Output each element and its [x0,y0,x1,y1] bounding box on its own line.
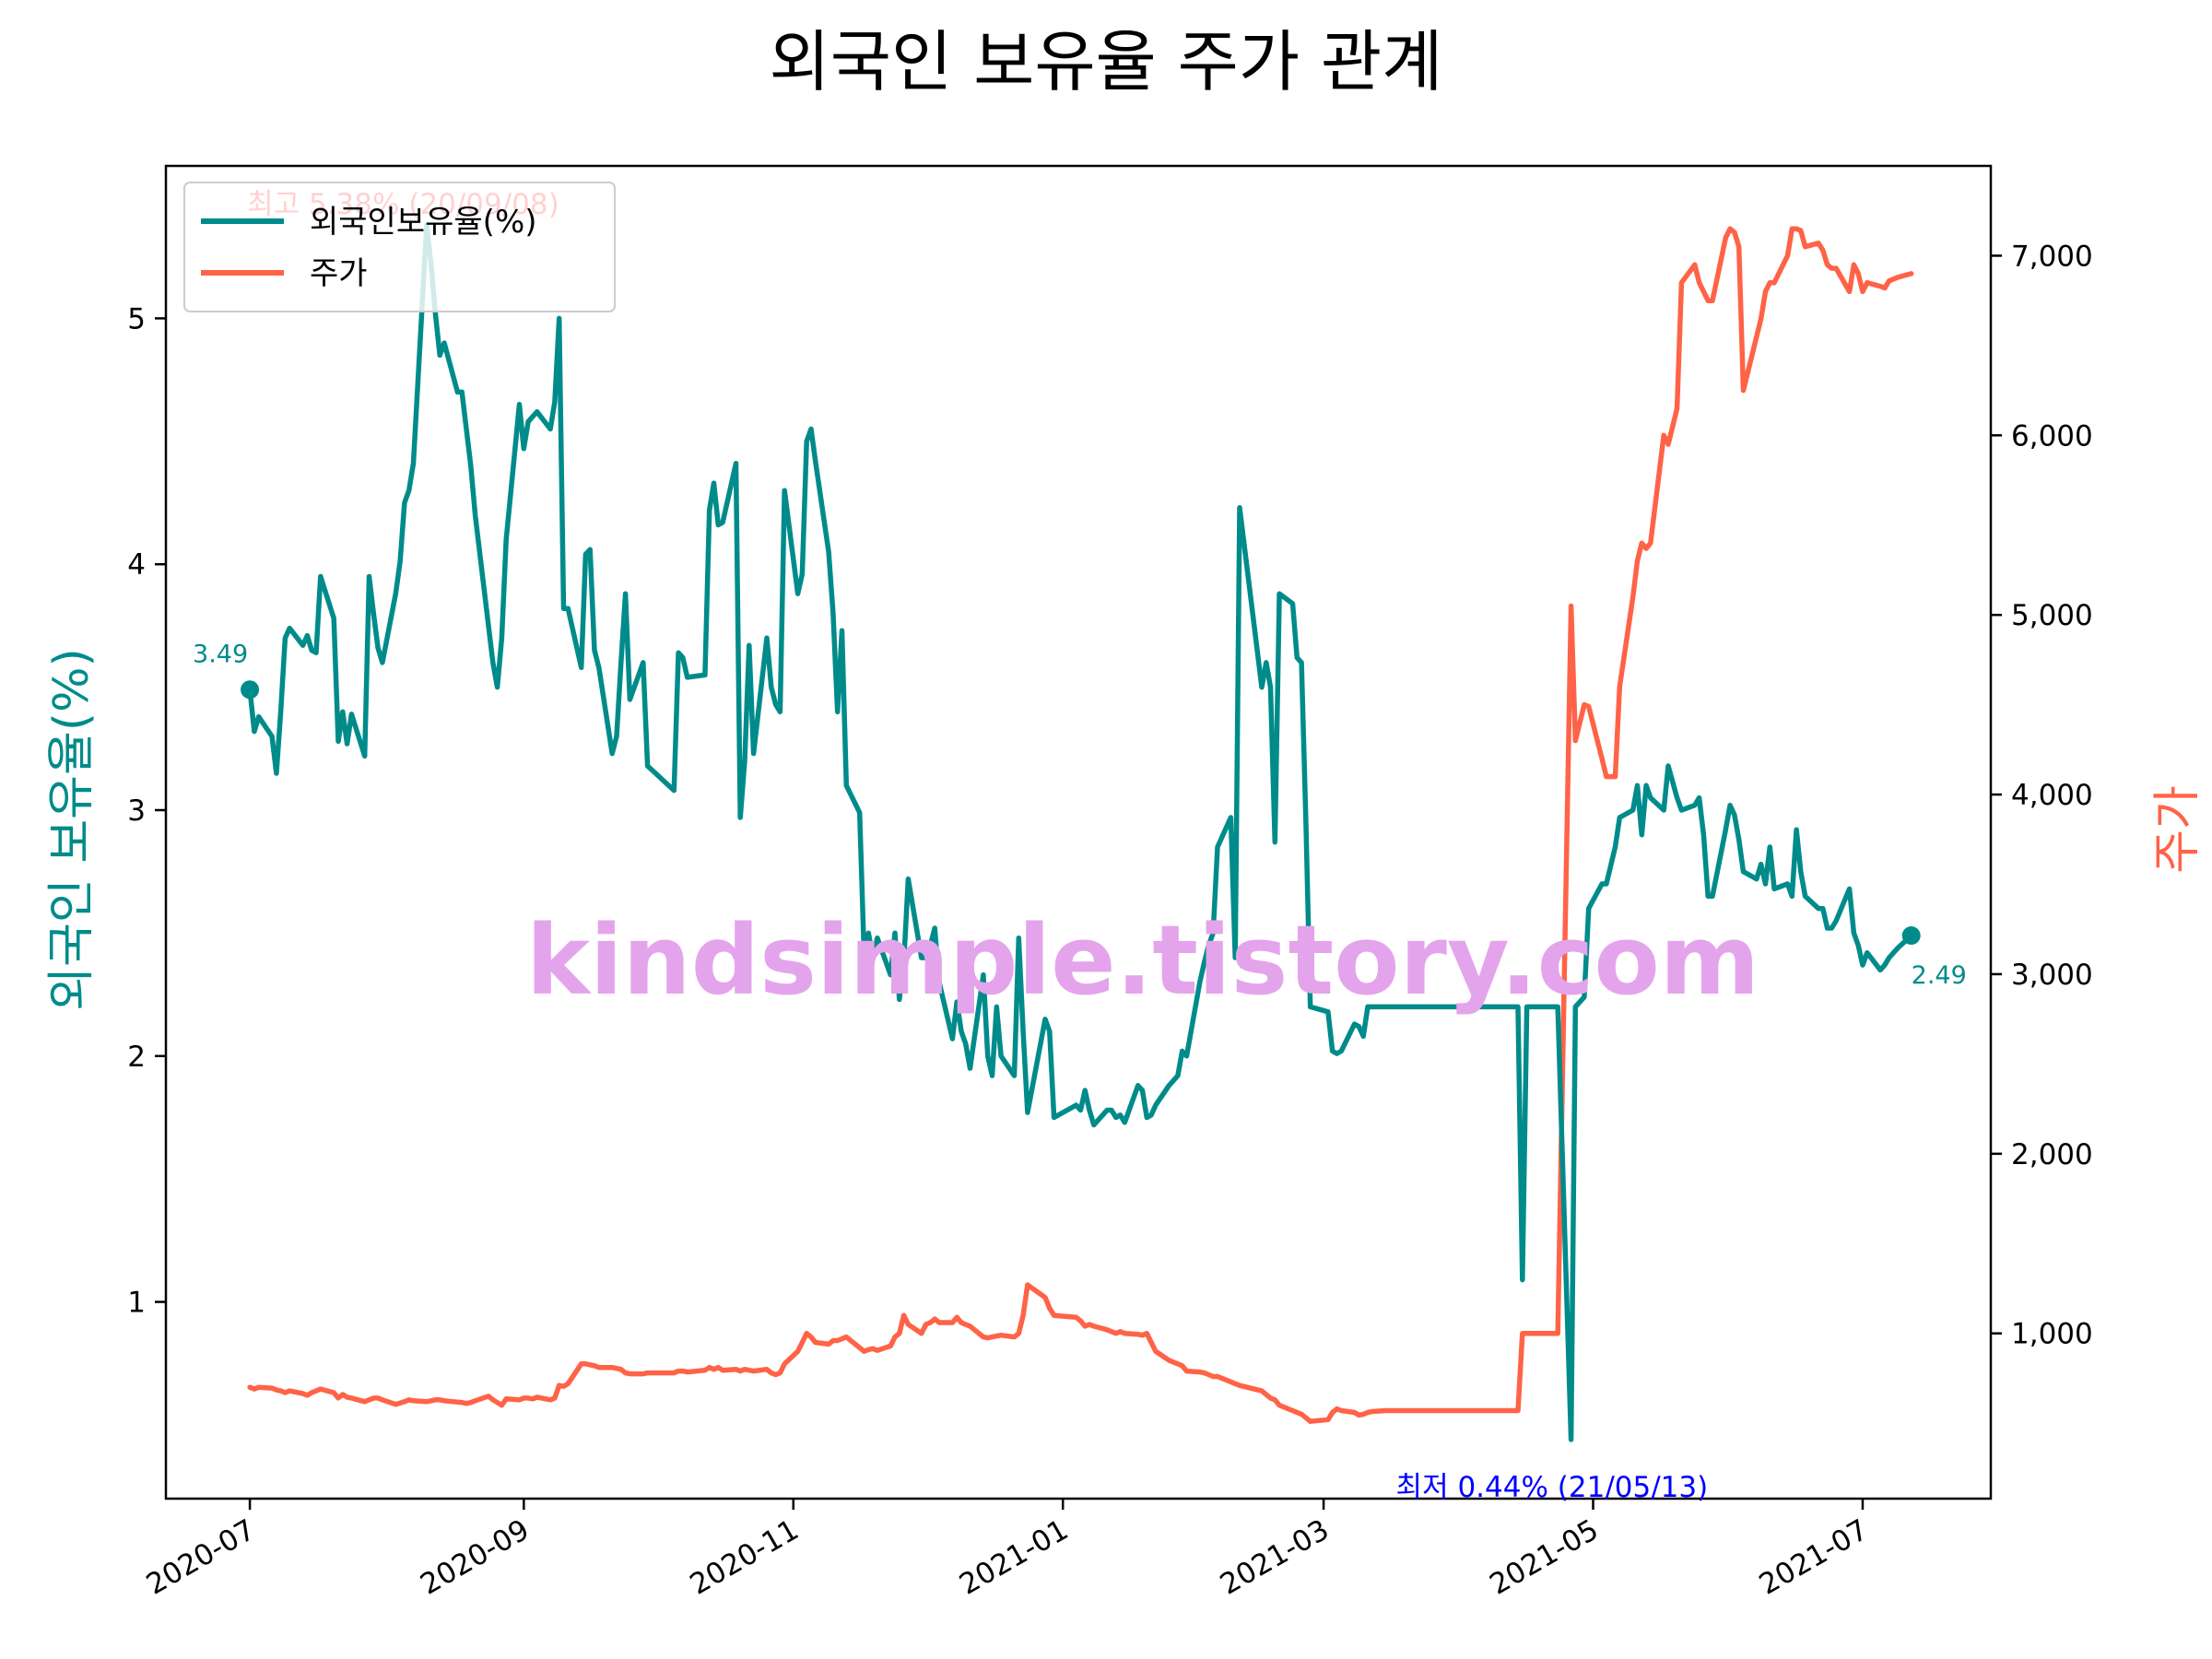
y-left-tick-label: 5 [127,302,146,335]
end-point-marker [1901,926,1921,946]
watermark: kindsimple.tistory.com [526,904,1759,1017]
ownership-series-line [247,222,1914,1442]
legend-box [183,182,616,312]
y-left-tick-label: 3 [127,794,146,828]
y-left-tick-label: 2 [127,1041,146,1074]
y-axis-left-label: 외국인 보유율(%) [44,648,100,1011]
y-right-tick-label: 2,000 [2011,1138,2093,1171]
legend-label: 외국인보유율(%) [310,204,537,241]
y-axis-right-label: 주가 [2150,785,2206,874]
price-series-line [247,226,1914,1424]
start-point-marker [241,680,260,700]
y-left-tick-label: 1 [127,1287,146,1320]
legend-label: 주가 [310,255,368,292]
legend: 외국인보유율(%) 주가 [183,182,616,312]
plot-frame [164,164,1993,1500]
start-value-label: 3.49 [193,640,248,668]
y-right-tick-label: 5,000 [2011,599,2093,632]
y-right-tick-label: 7,000 [2011,240,2093,273]
y-right-tick-label: 6,000 [2011,419,2093,453]
y-right-tick-label: 4,000 [2011,779,2093,812]
end-value-label: 2.49 [1912,961,1967,990]
chart-title: 외국인 보유율 주가 관계 [769,23,1442,100]
min-annotation: 최저 0.44% (21/05/13) [1396,1471,1709,1504]
y-left-tick-label: 4 [127,548,146,582]
y-right-tick-label: 3,000 [2011,959,2093,992]
plot-area [247,222,1914,1442]
y-right-tick-label: 1,000 [2011,1318,2093,1351]
